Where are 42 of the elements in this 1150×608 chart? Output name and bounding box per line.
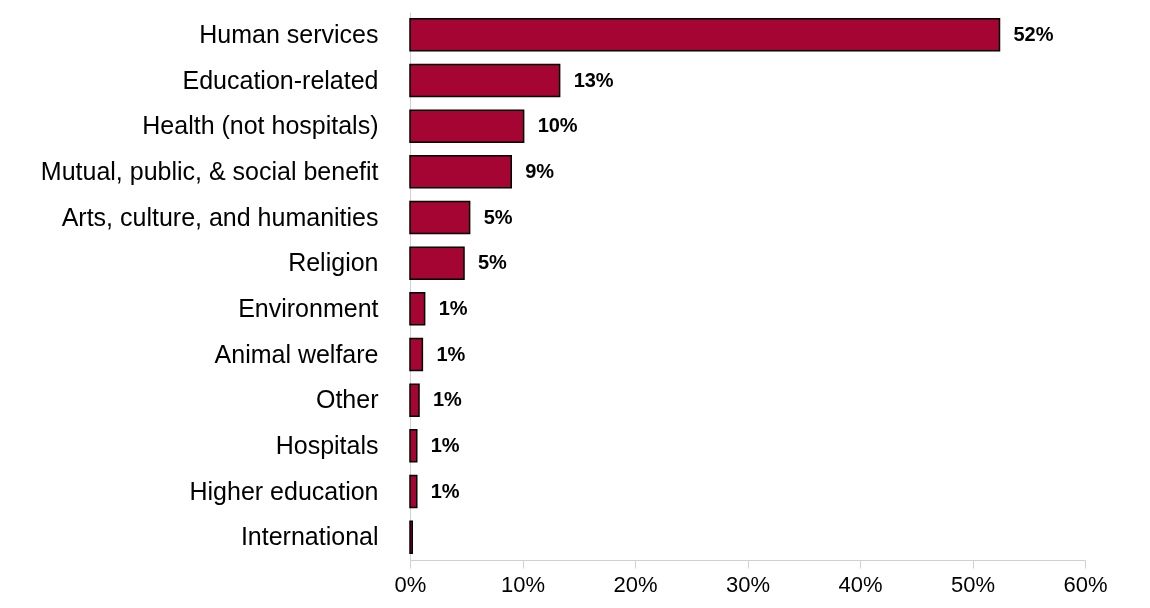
data-label: 1% xyxy=(436,342,466,365)
y-tick-label: Hospitals xyxy=(275,430,379,459)
y-tick-label: Mutual, public, & social benefit xyxy=(40,156,379,185)
y-tick-label: Human services xyxy=(199,19,379,48)
data-label: 10% xyxy=(537,114,578,137)
bar xyxy=(409,63,561,98)
data-label: 52% xyxy=(1013,22,1054,45)
x-tick-label: 40% xyxy=(838,571,883,597)
data-label: 13% xyxy=(573,68,614,91)
x-tick-label: 60% xyxy=(1063,571,1108,597)
x-tick-label: 50% xyxy=(950,571,996,597)
y-tick-label: Higher education xyxy=(189,476,379,505)
bar xyxy=(409,18,1001,52)
y-tick-label: Health (not hospitals) xyxy=(142,111,379,140)
y-tick-label: Other xyxy=(315,385,379,414)
data-label: 1% xyxy=(433,388,463,411)
bar xyxy=(409,429,418,463)
data-label: 1% xyxy=(438,296,468,319)
bar xyxy=(409,200,471,235)
y-tick-label: Education-related xyxy=(182,65,379,94)
bar xyxy=(409,292,426,326)
bar xyxy=(409,474,418,509)
y-tick-label: Arts, culture, and humanities xyxy=(61,202,379,231)
bar xyxy=(409,520,413,554)
x-tick-label: 30% xyxy=(725,571,771,597)
x-tick-label: 20% xyxy=(613,571,658,597)
data-label: 1% xyxy=(430,479,460,502)
bar xyxy=(409,337,424,372)
bar xyxy=(409,109,525,143)
bar xyxy=(409,246,465,280)
x-tick-label: 10% xyxy=(500,571,546,597)
y-tick-label: Religion xyxy=(288,248,379,277)
bar xyxy=(409,155,512,189)
y-tick-label: Environment xyxy=(238,293,379,322)
data-label: 5% xyxy=(478,251,508,274)
data-label: 5% xyxy=(483,205,513,228)
y-tick-label: Animal welfare xyxy=(214,339,379,368)
data-label: 9% xyxy=(525,159,555,182)
bar xyxy=(409,383,420,417)
data-label: 1% xyxy=(430,433,460,456)
y-tick-label: International xyxy=(240,522,379,551)
x-tick-label: 0% xyxy=(394,571,427,597)
